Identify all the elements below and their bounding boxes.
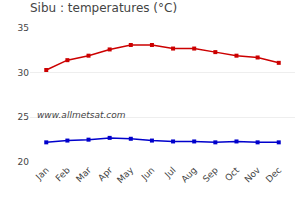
svg-text:www.allmetsat.com: www.allmetsat.com	[37, 110, 126, 120]
svg-text:May: May	[115, 165, 136, 186]
svg-text:Nov: Nov	[243, 165, 263, 185]
svg-text:Aug: Aug	[179, 165, 199, 185]
svg-text:Apr: Apr	[96, 165, 114, 183]
svg-text:20: 20	[18, 157, 30, 167]
svg-text:Dec: Dec	[264, 165, 283, 184]
svg-text:Jul: Jul	[162, 165, 177, 180]
svg-text:30: 30	[18, 68, 30, 78]
svg-text:Jan: Jan	[33, 165, 51, 183]
svg-text:35: 35	[18, 23, 29, 33]
svg-text:Sibu : temperatures (°C): Sibu : temperatures (°C)	[30, 1, 177, 15]
svg-text:Feb: Feb	[54, 165, 73, 184]
svg-text:25: 25	[18, 112, 29, 122]
svg-text:Mar: Mar	[74, 165, 93, 184]
svg-text:Oct: Oct	[223, 165, 241, 183]
svg-text:Sep: Sep	[201, 165, 220, 184]
svg-text:Jun: Jun	[139, 165, 157, 183]
